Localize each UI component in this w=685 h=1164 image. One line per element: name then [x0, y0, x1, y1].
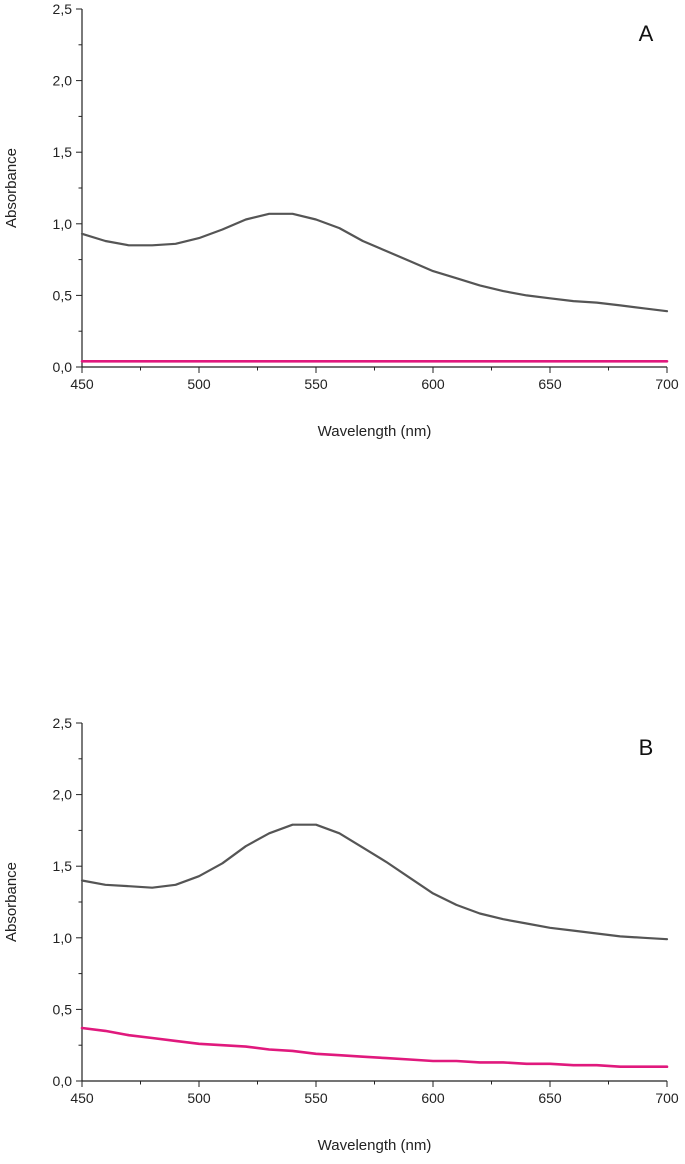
x-axis-title: Wavelength (nm): [318, 423, 432, 440]
series-line-magenta: [80, 1026, 669, 1069]
x-tick-label: 500: [187, 376, 211, 392]
y-axis-title: Absorbance: [3, 148, 20, 228]
y-tick-label: 1,0: [53, 930, 73, 946]
y-tick-label: 2,5: [53, 715, 73, 731]
x-axis-title: Wavelength (nm): [318, 1137, 432, 1154]
panel-label-b: B: [639, 735, 654, 760]
y-tick-label: 0,5: [53, 1001, 73, 1017]
y-tick-label: 1,0: [53, 216, 73, 232]
y-tick-label: 1,5: [53, 858, 73, 874]
y-tick-label: 2,0: [53, 787, 73, 803]
x-tick-label: 700: [655, 376, 679, 392]
y-tick-label: 2,0: [53, 73, 73, 89]
chart-a-svg: 450 500 550 600 650 700 0,0 0,5 1,0 1,5 2,0 2,5 Wave…: [3, 1, 679, 440]
y-tick-label: 0,5: [53, 287, 73, 303]
series-line-grey: [80, 823, 669, 941]
y-axis-title: Absorbance: [3, 862, 20, 942]
x-tick-label: 700: [655, 1090, 679, 1106]
y-tick-label: 2,5: [53, 1, 73, 17]
chart-panel-b: 450 500 550 600 650 700 0,0 0,5 1,0 1,5 2,0 2,5 Wave…: [0, 714, 685, 1164]
x-tick-label: 550: [304, 1090, 328, 1106]
chart-b-svg: 450 500 550 600 650 700 0,0 0,5 1,0 1,5 2,0 2,5 Wave…: [3, 715, 679, 1154]
x-tick-label: 450: [70, 1090, 94, 1106]
x-tick-label: 450: [70, 376, 94, 392]
x-tick-label: 600: [421, 1090, 445, 1106]
x-tick-label: 600: [421, 376, 445, 392]
y-tick-label: 0,0: [53, 359, 73, 375]
series-line-grey: [80, 212, 669, 313]
y-tick-label: 1,5: [53, 144, 73, 160]
y-tick-label: 0,0: [53, 1073, 73, 1089]
x-tick-label: 650: [538, 376, 562, 392]
x-tick-label: 500: [187, 1090, 211, 1106]
x-tick-label: 650: [538, 1090, 562, 1106]
panel-label-a: A: [639, 21, 654, 46]
x-tick-label: 550: [304, 376, 328, 392]
chart-panel-a: 450 500 550 600 650 700 0,0 0,5 1,0 1,5 2,0 2,5 Wave…: [0, 0, 685, 450]
